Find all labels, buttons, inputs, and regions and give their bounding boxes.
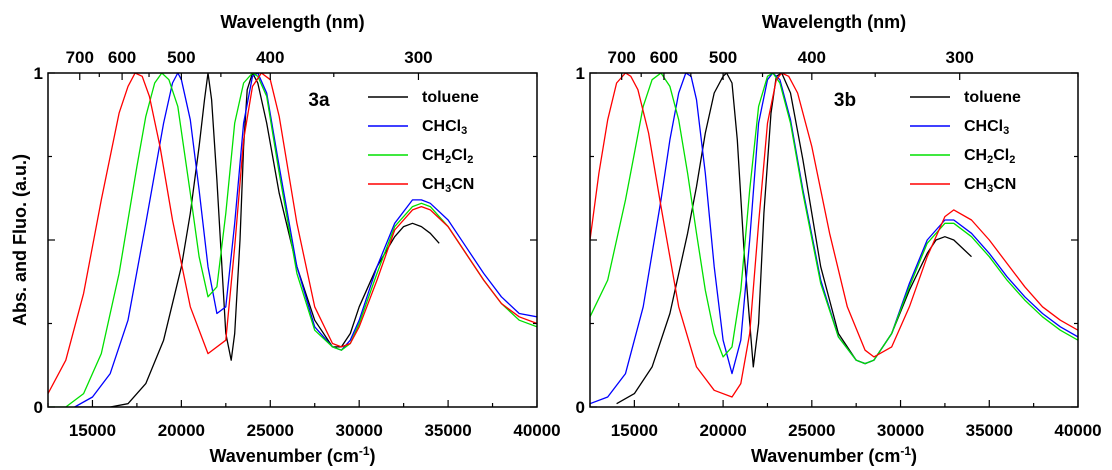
legend-label-toluene: toluene [422,89,479,106]
series-line-CH3CN [48,73,537,394]
chart-panel-3b: 15000 20000 25000 30000 35000 40000 0 1 700 600 50… [576,12,1102,466]
x-axis-title: Wavenumber (cm-1) [209,444,375,466]
chart-panel-3a: 15000 20000 25000 30000 35000 40000 0 1 700 600 50… [10,12,561,466]
series-line-CH3CN [590,73,1078,398]
x-tick-label: 15000 [69,421,116,440]
y-tick-label: 1 [34,64,43,83]
top-tick-label: 600 [650,48,678,67]
x-tick-label: 30000 [877,421,924,440]
top-axis-title: Wavelength (nm) [220,12,364,32]
top-tick-label: 500 [167,48,195,67]
x-tick-label: 20000 [158,421,205,440]
top-tick-label: 300 [404,48,432,67]
top-tick-label: 400 [798,48,826,67]
legend-label-CH3CN: CH3CN [964,176,1016,195]
series-group [48,73,537,407]
top-tick-label: 300 [946,48,974,67]
legend-label-CH2Cl2: CH2Cl2 [422,147,473,166]
series-line-toluene [74,73,440,407]
series-line-CH2Cl2 [48,73,537,407]
y-axis-title: Abs. and Fluo. (a.u.) [10,154,30,326]
panel-label: 3b [834,90,856,111]
plot-frame [589,72,1079,408]
top-tick-label: 700 [66,48,94,67]
x-tick-label: 35000 [966,421,1013,440]
top-tick-label: 400 [256,48,284,67]
legend-label-CHCl3: CHCl3 [422,118,467,137]
x-tick-label: 35000 [424,421,471,440]
x-tick-label: 40000 [513,421,560,440]
top-tick-label: 500 [709,48,737,67]
series-group [590,73,1078,405]
series-line-CHCl3 [590,73,1078,405]
top-tick-label: 700 [608,48,636,67]
legend-label-toluene: toluene [964,89,1021,106]
x-tick-label: 20000 [699,421,746,440]
legend-label-CH2Cl2: CH2Cl2 [964,147,1015,166]
x-axis-title: Wavenumber (cm-1) [751,444,917,466]
top-axis-title: Wavelength (nm) [762,12,906,32]
y-tick-label: 1 [576,64,585,83]
x-tick-label: 15000 [611,421,658,440]
series-line-CHCl3 [74,73,537,407]
legend-label-CH3CN: CH3CN [422,176,474,195]
y-tick-label: 0 [34,398,43,417]
series-line-toluene [616,73,972,405]
x-tick-label: 40000 [1054,421,1101,440]
y-tick-label: 0 [576,398,585,417]
x-tick-label: 25000 [788,421,835,440]
top-tick-label: 600 [108,48,136,67]
legend-label-CHCl3: CHCl3 [964,118,1009,137]
legend: toluene CHCl3 CH2Cl2 CH3CN [368,89,479,195]
series-line-CH2Cl2 [590,73,1078,365]
x-tick-label: 25000 [247,421,294,440]
panel-label: 3a [308,90,330,111]
legend: toluene CHCl3 CH2Cl2 CH3CN [910,89,1021,195]
x-tick-label: 30000 [336,421,383,440]
